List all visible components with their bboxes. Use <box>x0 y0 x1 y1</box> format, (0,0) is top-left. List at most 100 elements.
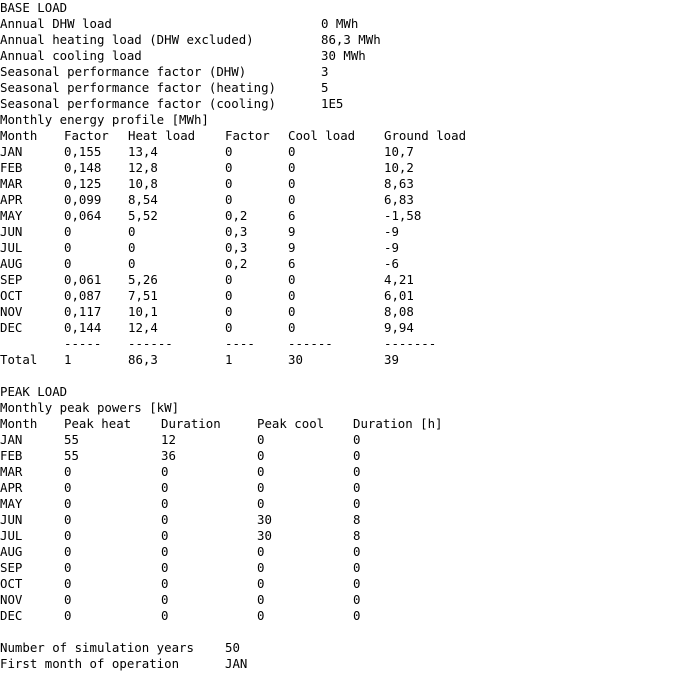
cell-month: OCT <box>0 288 23 303</box>
param-label: First month of operation <box>0 656 180 671</box>
table-row: SEP 0,061 5,26 0 0 4,21 <box>0 272 682 288</box>
cell-heat-factor: 0 <box>64 224 72 239</box>
table-row: DEC 0,144 12,4 0 0 9,94 <box>0 320 682 336</box>
cell-peak-heat: 0 <box>64 480 72 495</box>
cell-cool-load: 9 <box>288 240 296 255</box>
base-load-param: Annual heating load (DHW excluded) 86,3 M… <box>0 32 682 48</box>
total-month: Total <box>0 352 38 367</box>
cell-cool-duration: 0 <box>353 480 361 495</box>
cell-ground-load: 8,08 <box>384 304 414 319</box>
column-header-month: Month <box>0 416 38 431</box>
separator: ------ <box>288 336 333 351</box>
cell-heat-load: 12,4 <box>128 320 158 335</box>
table-row: MAY 0,064 5,52 0,2 6 -1,58 <box>0 208 682 224</box>
table-row: JUN 0 0 30 8 <box>0 512 682 528</box>
cell-peak-cool: 0 <box>257 464 265 479</box>
cell-cool-duration: 8 <box>353 528 361 543</box>
cell-month: MAR <box>0 176 23 191</box>
separator: ---- <box>225 336 255 351</box>
table-row: AUG 0 0 0,2 6 -6 <box>0 256 682 272</box>
cell-peak-heat: 0 <box>64 544 72 559</box>
cell-peak-cool: 0 <box>257 480 265 495</box>
cell-cool-duration: 0 <box>353 432 361 447</box>
cell-heat-factor: 0,144 <box>64 320 102 335</box>
param-value: JAN <box>225 656 248 671</box>
cell-heat-load: 0 <box>128 256 136 271</box>
cell-heat-load: 7,51 <box>128 288 158 303</box>
column-header-cool-duration: Duration [h] <box>353 416 443 431</box>
cell-cool-duration: 0 <box>353 608 361 623</box>
cell-heat-duration: 0 <box>161 576 169 591</box>
peak-load-heading: PEAK LOAD <box>0 384 682 400</box>
total-heat-factor: 1 <box>64 352 72 367</box>
cell-cool-factor: 0 <box>225 288 233 303</box>
cell-peak-heat: 0 <box>64 576 72 591</box>
cell-heat-factor: 0,064 <box>64 208 102 223</box>
cell-heat-duration: 0 <box>161 496 169 511</box>
cell-cool-load: 0 <box>288 160 296 175</box>
cell-heat-load: 8,54 <box>128 192 158 207</box>
cell-heat-factor: 0 <box>64 256 72 271</box>
separator: ------- <box>384 336 437 351</box>
cell-cool-load: 0 <box>288 320 296 335</box>
cell-month: JUL <box>0 240 23 255</box>
cell-ground-load: 6,01 <box>384 288 414 303</box>
cell-ground-load: 10,2 <box>384 160 414 175</box>
cell-month: JUN <box>0 512 23 527</box>
cell-peak-heat: 0 <box>64 512 72 527</box>
cell-month: JUN <box>0 224 23 239</box>
column-header-peak-cool: Peak cool <box>257 416 325 431</box>
cell-peak-cool: 0 <box>257 560 265 575</box>
column-header-heat-duration: Duration <box>161 416 221 431</box>
cell-month: MAY <box>0 496 23 511</box>
table-row: FEB 0,148 12,8 0 0 10,2 <box>0 160 682 176</box>
section-heading: BASE LOAD <box>0 0 68 15</box>
cell-heat-duration: 12 <box>161 432 176 447</box>
cell-month: FEB <box>0 160 23 175</box>
cell-heat-duration: 0 <box>161 480 169 495</box>
base-load-heading: BASE LOAD <box>0 0 682 16</box>
param-value: 5 <box>321 80 329 95</box>
cell-heat-factor: 0,125 <box>64 176 102 191</box>
cell-ground-load: -6 <box>384 256 399 271</box>
cell-heat-load: 13,4 <box>128 144 158 159</box>
cell-heat-load: 5,52 <box>128 208 158 223</box>
cell-heat-load: 10,1 <box>128 304 158 319</box>
cell-heat-factor: 0,117 <box>64 304 102 319</box>
cell-ground-load: 9,94 <box>384 320 414 335</box>
cell-month: AUG <box>0 256 23 271</box>
cell-cool-load: 0 <box>288 288 296 303</box>
cell-cool-factor: 0 <box>225 192 233 207</box>
cell-cool-factor: 0 <box>225 272 233 287</box>
cell-cool-factor: 0,2 <box>225 256 248 271</box>
cell-heat-factor: 0,148 <box>64 160 102 175</box>
cell-cool-factor: 0 <box>225 320 233 335</box>
cell-ground-load: 6,83 <box>384 192 414 207</box>
separator: ----- <box>64 336 102 351</box>
cell-heat-factor: 0,099 <box>64 192 102 207</box>
param-value: 50 <box>225 640 240 655</box>
cell-heat-duration: 0 <box>161 528 169 543</box>
cell-peak-cool: 30 <box>257 512 272 527</box>
cell-cool-load: 0 <box>288 144 296 159</box>
simulation-param: First month of operation JAN <box>0 656 682 672</box>
cell-cool-load: 0 <box>288 304 296 319</box>
cell-cool-factor: 0,3 <box>225 240 248 255</box>
cell-month: APR <box>0 480 23 495</box>
energy-profile-header: Month Factor Heat load Factor Cool load Groun… <box>0 128 682 144</box>
cell-cool-factor: 0 <box>225 304 233 319</box>
cell-month: DEC <box>0 320 23 335</box>
energy-profile-title: Monthly energy profile [MWh] <box>0 112 682 128</box>
cell-month: AUG <box>0 544 23 559</box>
cell-peak-cool: 0 <box>257 576 265 591</box>
param-value: 86,3 MWh <box>321 32 381 47</box>
cell-heat-load: 5,26 <box>128 272 158 287</box>
cell-month: SEP <box>0 560 23 575</box>
cell-peak-cool: 0 <box>257 544 265 559</box>
param-label: Annual DHW load <box>0 16 112 31</box>
cell-heat-duration: 0 <box>161 544 169 559</box>
column-header-ground-load: Ground load <box>384 128 467 143</box>
param-label: Number of simulation years <box>0 640 194 655</box>
cell-peak-heat: 0 <box>64 528 72 543</box>
